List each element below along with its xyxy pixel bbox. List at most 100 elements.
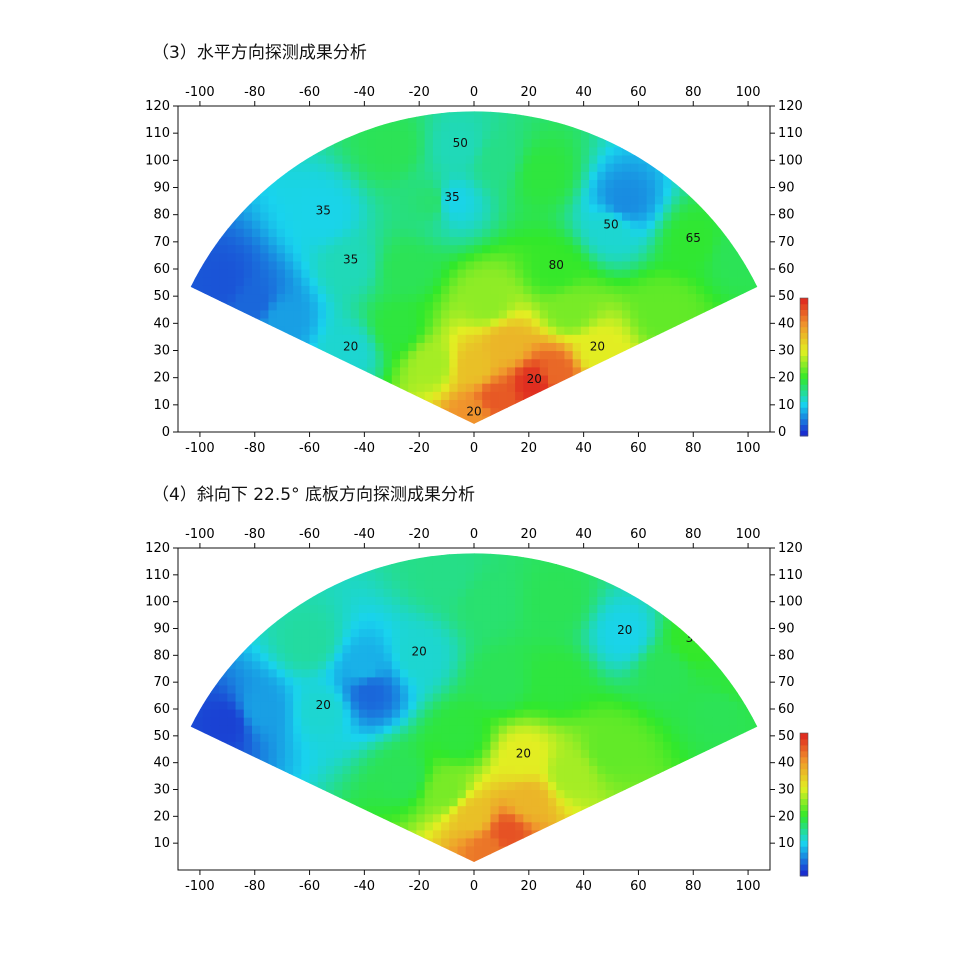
p1-panel: 20 20 20 20 35 35 35 50 50 65 80 -100 -100 -80 -80 -60 -… (145, 85, 809, 456)
p1-contour-labels: 20 20 20 20 35 35 35 50 50 65 80 (316, 136, 701, 419)
p1-ytick-label-left: 70 (153, 235, 170, 250)
p2-xtick-label-bottom: -100 (185, 879, 215, 894)
p1-xtick-label-top: 60 (630, 85, 647, 100)
p2-xtick-label-top: 0 (470, 527, 478, 542)
p1-xtick-label-top: -60 (299, 85, 320, 100)
p1-contour-label: 50 (453, 136, 468, 150)
p1-contour-label: 20 (466, 405, 481, 419)
p1-xtick-label-top: -80 (244, 85, 265, 100)
p1-xtick-label-bottom: -80 (244, 441, 265, 456)
p1-xtick-label-bottom: -40 (354, 441, 375, 456)
p2-xtick-label-bottom: 80 (685, 879, 702, 894)
p1-contour-label: 20 (590, 340, 605, 354)
p1-ytick-label-right: 90 (778, 181, 795, 196)
p1-xtick-label-top: -40 (354, 85, 375, 100)
p2-xtick-label-top: -100 (185, 527, 215, 542)
p1-xtick-label-bottom: 0 (470, 441, 478, 456)
p1-xtick-label-top: 100 (736, 85, 761, 100)
p2-ytick-label-left: 50 (153, 729, 170, 744)
p2-xtick-label-top: -20 (409, 527, 430, 542)
p1-ytick-label-right: 30 (778, 344, 795, 359)
p1-ytick-label-left: 120 (145, 99, 170, 114)
p1-ytick-label-right: 20 (778, 371, 795, 386)
p1-contour-label: 35 (316, 204, 331, 218)
p1-xtick-label-bottom: 100 (736, 441, 761, 456)
p2-xtick-label-top: 100 (736, 527, 761, 542)
p2-panel: 20 20 20 20 35 -100 -100 -80 -80 -60 -60 -40 -40 -20 -… (145, 527, 809, 894)
p2-xtick-label-top: -60 (299, 527, 320, 542)
p1-xtick-label-bottom: 40 (575, 441, 592, 456)
p1-ytick-label-right: 60 (778, 262, 795, 277)
p2-contour-label: 20 (316, 698, 331, 712)
p2-colorbar (799, 732, 809, 877)
p2-xtick-label-top: 40 (575, 527, 592, 542)
p1-ytick-label-left: 40 (153, 316, 170, 331)
p1-xtick-label-top: 20 (521, 85, 538, 100)
p1-contour-label: 20 (527, 372, 542, 386)
p2-xtick-label-bottom: 100 (736, 879, 761, 894)
p2-ytick-label-right: 40 (778, 756, 795, 771)
p1-ytick-label-left: 60 (153, 262, 170, 277)
p2-xtick-label-bottom: 60 (630, 879, 647, 894)
p1-xtick-label-top: -100 (185, 85, 215, 100)
p2-xtick-label-top: 60 (630, 527, 647, 542)
p1-ytick-label-right: 0 (778, 425, 786, 440)
p1-ytick-label-right: 70 (778, 235, 795, 250)
p2-ytick-label-left: 30 (153, 783, 170, 798)
p1-contour-label: 50 (603, 217, 618, 231)
p1-contour-label: 35 (444, 190, 459, 204)
p2-xtick-label-top: -80 (244, 527, 265, 542)
p1-ytick-label-right: 80 (778, 208, 795, 223)
p2-contour-label: 35 (686, 631, 701, 645)
p1-ytick-label-left: 50 (153, 289, 170, 304)
p1-ytick-label-right: 110 (778, 126, 803, 141)
p2-ytick-label-left: 110 (145, 568, 170, 583)
p1-xtick-label-bottom: -100 (185, 441, 215, 456)
p1-contour-label: 80 (549, 258, 564, 272)
p1-xtick-label-top: 80 (685, 85, 702, 100)
p1-ytick-label-left: 20 (153, 371, 170, 386)
p2-ytick-label-left: 60 (153, 702, 170, 717)
p2-ytick-label-left: 100 (145, 595, 170, 610)
p1-contour-label: 65 (686, 231, 701, 245)
p2-ytick-label-right: 100 (778, 595, 803, 610)
p1-colorbar (799, 297, 809, 437)
p2-xtick-label-top: 80 (685, 527, 702, 542)
p2-xtick-label-bottom: -80 (244, 879, 265, 894)
p1-ytick-label-left: 0 (162, 425, 170, 440)
p2-ytick-label-right: 60 (778, 702, 795, 717)
p2-ytick-label-right: 30 (778, 783, 795, 798)
p2-ytick-label-left: 120 (145, 541, 170, 556)
p1-ytick-label-right: 50 (778, 289, 795, 304)
p2-heatmap (190, 553, 758, 862)
p1-xtick-label-top: 40 (575, 85, 592, 100)
p2-xtick-label-bottom: -20 (409, 879, 430, 894)
p2-ytick-label-left: 90 (153, 622, 170, 637)
p2-ytick-label-left: 40 (153, 756, 170, 771)
p2-xtick-label-top: 20 (521, 527, 538, 542)
p1-ytick-label-left: 10 (153, 398, 170, 413)
p1-contour-label: 35 (343, 253, 358, 267)
p1-xtick-label-bottom: 20 (521, 441, 538, 456)
p2-ytick-label-left: 20 (153, 809, 170, 824)
p1-ytick-label-left: 30 (153, 344, 170, 359)
p1-xtick-label-top: 0 (470, 85, 478, 100)
p2-xtick-label-bottom: 0 (470, 879, 478, 894)
p1-ytick-label-left: 80 (153, 208, 170, 223)
p2-contour-label: 20 (412, 644, 427, 658)
p1-ytick-label-right: 40 (778, 316, 795, 331)
p2-ytick-label-right: 20 (778, 809, 795, 824)
p1-heatmap (190, 111, 758, 424)
p2-xtick-label-bottom: -60 (299, 879, 320, 894)
p1-ytick-label-right: 100 (778, 153, 803, 168)
p2-ytick-label-right: 90 (778, 622, 795, 637)
p1-contour-label: 20 (343, 340, 358, 354)
p2-ytick-label-right: 80 (778, 648, 795, 663)
p2-xtick-label-bottom: 40 (575, 879, 592, 894)
p2-ytick-label-right: 70 (778, 675, 795, 690)
p1-ytick-label-left: 110 (145, 126, 170, 141)
p1-xtick-label-bottom: -20 (409, 441, 430, 456)
p2-ytick-label-left: 80 (153, 648, 170, 663)
p2-contour-label: 20 (617, 623, 632, 637)
p1-xtick-label-bottom: 80 (685, 441, 702, 456)
